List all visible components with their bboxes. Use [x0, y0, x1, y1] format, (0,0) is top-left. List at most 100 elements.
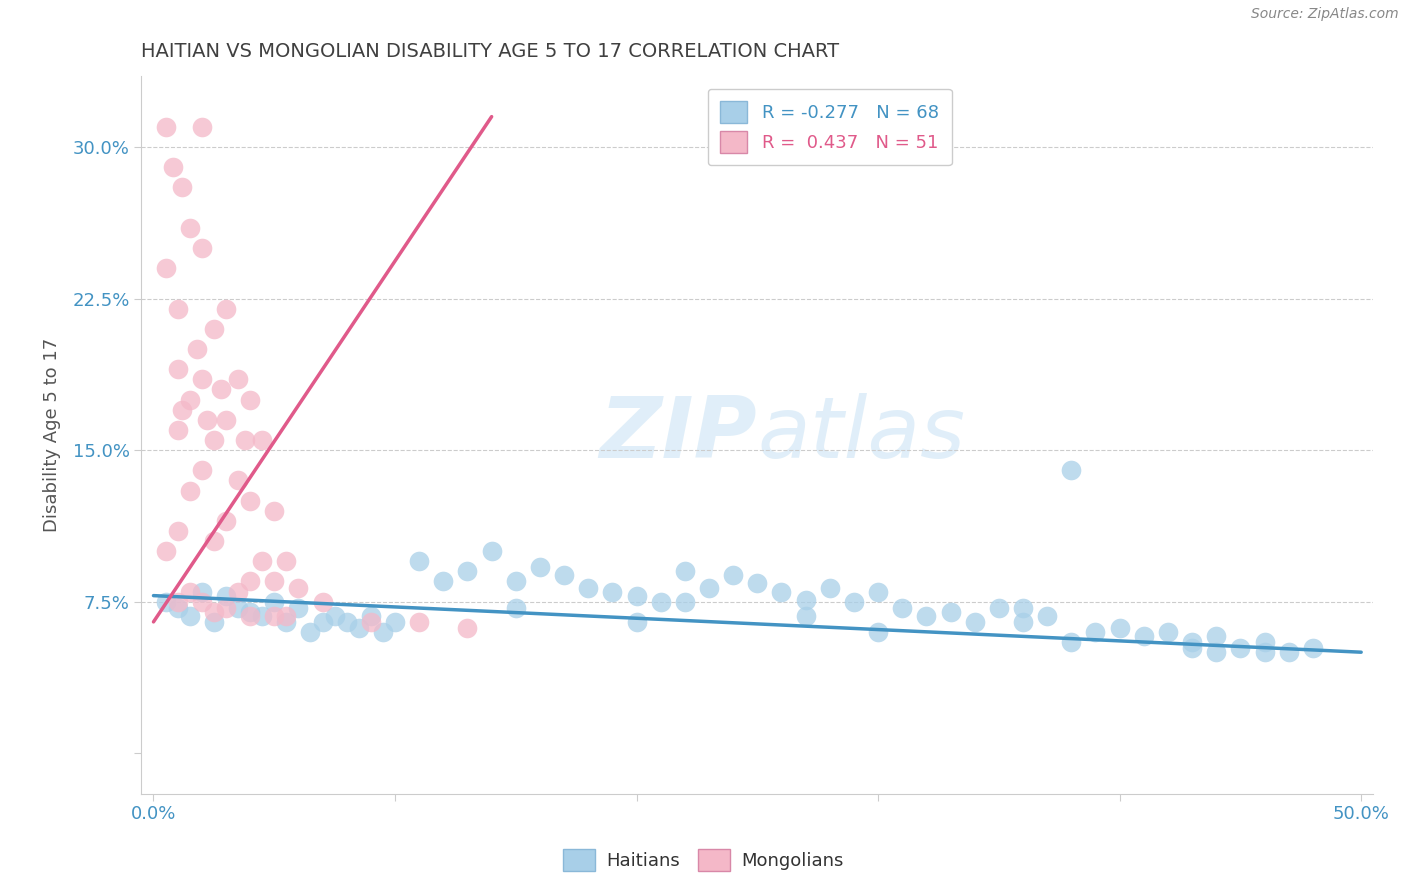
Point	[215, 413, 238, 427]
Point	[179, 584, 201, 599]
Point	[673, 595, 696, 609]
Point	[179, 392, 201, 407]
Point	[299, 625, 322, 640]
Point	[172, 402, 194, 417]
Point	[1253, 635, 1275, 649]
Point	[191, 584, 214, 599]
Point	[323, 608, 346, 623]
Point	[172, 180, 194, 194]
Point	[311, 595, 333, 609]
Point	[263, 504, 285, 518]
Point	[673, 565, 696, 579]
Point	[360, 615, 382, 629]
Point	[456, 621, 478, 635]
Point	[276, 554, 298, 568]
Point	[215, 301, 238, 316]
Point	[1157, 625, 1180, 640]
Point	[1012, 615, 1035, 629]
Point	[1229, 641, 1251, 656]
Legend: R = -0.277   N = 68, R =  0.437   N = 51: R = -0.277 N = 68, R = 0.437 N = 51	[707, 89, 952, 165]
Point	[697, 581, 720, 595]
Point	[626, 615, 648, 629]
Point	[311, 615, 333, 629]
Point	[239, 608, 262, 623]
Legend: Haitians, Mongolians: Haitians, Mongolians	[555, 842, 851, 879]
Point	[226, 372, 249, 386]
Point	[166, 423, 188, 437]
Point	[868, 584, 890, 599]
Point	[1181, 641, 1204, 656]
Point	[191, 595, 214, 609]
Point	[287, 581, 309, 595]
Point	[505, 574, 527, 589]
Point	[818, 581, 841, 595]
Point	[1036, 608, 1059, 623]
Point	[360, 608, 382, 623]
Point	[215, 600, 238, 615]
Point	[481, 544, 503, 558]
Point	[287, 600, 309, 615]
Point	[162, 160, 184, 174]
Point	[155, 544, 177, 558]
Point	[202, 534, 225, 549]
Point	[166, 362, 188, 376]
Point	[226, 584, 249, 599]
Point	[408, 615, 430, 629]
Point	[202, 322, 225, 336]
Point	[202, 433, 225, 447]
Point	[186, 342, 208, 356]
Point	[239, 574, 262, 589]
Point	[1108, 621, 1130, 635]
Point	[166, 524, 188, 538]
Point	[166, 301, 188, 316]
Point	[202, 615, 225, 629]
Point	[250, 433, 273, 447]
Point	[195, 413, 218, 427]
Point	[239, 605, 262, 619]
Point	[263, 574, 285, 589]
Point	[191, 372, 214, 386]
Point	[179, 483, 201, 498]
Point	[191, 463, 214, 477]
Point	[939, 605, 962, 619]
Text: ZIP: ZIP	[600, 393, 758, 476]
Point	[226, 474, 249, 488]
Point	[1253, 645, 1275, 659]
Point	[250, 554, 273, 568]
Point	[794, 592, 817, 607]
Point	[226, 600, 249, 615]
Point	[276, 615, 298, 629]
Point	[209, 383, 232, 397]
Point	[602, 584, 624, 599]
Point	[1205, 645, 1227, 659]
Point	[215, 514, 238, 528]
Point	[347, 621, 370, 635]
Text: HAITIAN VS MONGOLIAN DISABILITY AGE 5 TO 17 CORRELATION CHART: HAITIAN VS MONGOLIAN DISABILITY AGE 5 TO…	[142, 42, 839, 61]
Point	[650, 595, 672, 609]
Point	[987, 600, 1010, 615]
Point	[250, 608, 273, 623]
Point	[794, 608, 817, 623]
Point	[1133, 629, 1156, 643]
Point	[432, 574, 454, 589]
Point	[179, 220, 201, 235]
Point	[179, 608, 201, 623]
Point	[553, 568, 575, 582]
Point	[336, 615, 359, 629]
Point	[166, 600, 188, 615]
Point	[842, 595, 865, 609]
Point	[202, 605, 225, 619]
Point	[191, 120, 214, 134]
Text: atlas: atlas	[758, 393, 966, 476]
Point	[505, 600, 527, 615]
Point	[1302, 641, 1324, 656]
Point	[891, 600, 914, 615]
Point	[1205, 629, 1227, 643]
Point	[915, 608, 938, 623]
Point	[155, 261, 177, 276]
Point	[456, 565, 478, 579]
Point	[215, 589, 238, 603]
Point	[747, 576, 769, 591]
Point	[1181, 635, 1204, 649]
Point	[721, 568, 744, 582]
